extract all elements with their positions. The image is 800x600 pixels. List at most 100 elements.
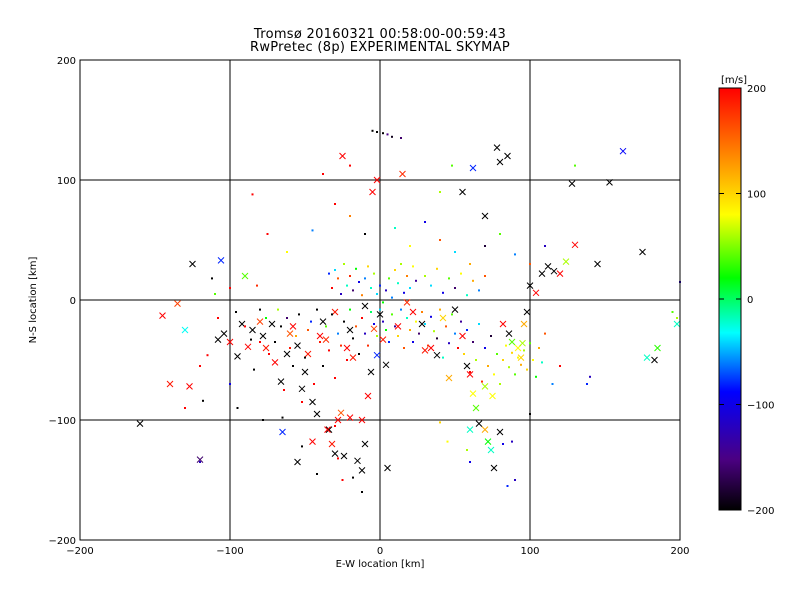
data-point-dot (469, 371, 471, 373)
data-point-dot (328, 349, 330, 352)
y-tick-label: 0 (70, 296, 76, 307)
data-point-dot (529, 413, 531, 415)
data-point-cross (367, 368, 375, 376)
data-point-dot (532, 359, 534, 361)
data-point-cross (532, 289, 540, 297)
data-point-dot (391, 313, 393, 316)
data-point-cross (331, 450, 339, 457)
data-point-cross (379, 336, 387, 343)
data-point-dot (382, 301, 384, 304)
data-point-dot (484, 347, 486, 349)
data-point-dot (403, 291, 405, 294)
data-point-dot (316, 308, 318, 311)
data-point-dot (526, 368, 528, 371)
data-point-dot (364, 277, 366, 280)
data-point-cross (322, 336, 330, 343)
data-point-cross (484, 438, 492, 445)
data-point-cross (571, 241, 579, 249)
colorbar-tick-label: −200 (747, 506, 774, 517)
data-point-cross (475, 420, 483, 427)
data-point-dot (472, 341, 474, 343)
data-point-dot (586, 383, 588, 385)
data-point-dot (502, 443, 504, 445)
data-point-dot (439, 308, 441, 311)
data-point-dot (412, 265, 414, 268)
data-point-dot (460, 272, 462, 275)
axis-ticks: −200 −100 0 100 200 −200 −100 0 100 200 (49, 56, 690, 557)
data-point-cross (324, 426, 331, 433)
data-point-dot (517, 356, 519, 359)
data-point-dot (544, 245, 546, 247)
data-point-cross (319, 318, 327, 325)
data-point-cross (214, 336, 222, 343)
data-point-dot (386, 133, 389, 136)
data-point-dot (316, 473, 318, 475)
data-point-cross (226, 338, 234, 346)
y-tick-label: 100 (57, 176, 76, 187)
data-point-dot (574, 164, 576, 167)
data-point-cross (568, 180, 576, 187)
data-point-dot (506, 485, 509, 487)
data-point-dot (325, 325, 327, 328)
data-point-dot (217, 317, 219, 319)
data-point-dot (484, 275, 486, 277)
data-point-cross (186, 383, 193, 390)
data-point-cross (673, 320, 681, 328)
data-point-dot (394, 227, 396, 229)
data-point-cross (394, 323, 402, 330)
x-tick-label: 200 (670, 546, 689, 557)
data-point-cross (271, 359, 279, 366)
data-point-cross (466, 426, 474, 433)
data-point-cross (277, 378, 285, 385)
data-point-dot (511, 440, 513, 443)
data-point-cross (517, 354, 525, 361)
data-point-dot (286, 317, 288, 319)
data-point-cross (249, 326, 256, 334)
data-point-dot (199, 365, 201, 367)
data-point-dot (424, 323, 426, 325)
data-point-cross (487, 446, 495, 454)
data-point-cross (508, 338, 516, 346)
data-point-dot (460, 320, 462, 323)
data-point-cross (439, 314, 447, 322)
data-point-dot (388, 277, 390, 280)
data-point-dot (439, 239, 441, 241)
data-point-dot (475, 359, 477, 361)
data-point-dot (358, 353, 360, 355)
data-point-cross (556, 270, 564, 277)
data-point-dot (361, 491, 363, 493)
data-point-cross (220, 330, 228, 337)
data-point-dot (355, 267, 357, 270)
data-point-dot (469, 263, 471, 265)
data-point-cross (339, 152, 346, 160)
data-point-dot (436, 267, 438, 270)
data-point-dot (259, 308, 261, 311)
data-point-cross (294, 342, 301, 349)
data-point-dot (236, 407, 239, 409)
data-point-cross (340, 452, 348, 460)
data-point-cross (403, 299, 411, 306)
data-point-dot (535, 375, 537, 378)
data-point-dot (376, 335, 378, 337)
data-point-dot (361, 317, 363, 319)
data-point-cross (520, 320, 528, 328)
data-point-cross (325, 426, 333, 433)
data-point-dot (334, 425, 336, 427)
data-point-dot (341, 479, 344, 481)
data-point-cross (538, 270, 546, 277)
data-point-cross (289, 323, 297, 330)
y-tick-label: −200 (49, 536, 76, 547)
data-point-cross (523, 308, 531, 316)
data-point-dot (448, 277, 450, 280)
data-point-dot (331, 313, 333, 316)
data-point-dot (466, 329, 468, 331)
data-point-dot (529, 342, 531, 345)
x-tick-label: −100 (216, 546, 243, 557)
data-point-dot (370, 287, 372, 289)
data-point-dot (199, 461, 201, 463)
data-point-dot (412, 341, 414, 343)
data-point-dot (304, 356, 306, 359)
data-point-cross (639, 248, 646, 256)
data-point-dot (259, 341, 261, 343)
